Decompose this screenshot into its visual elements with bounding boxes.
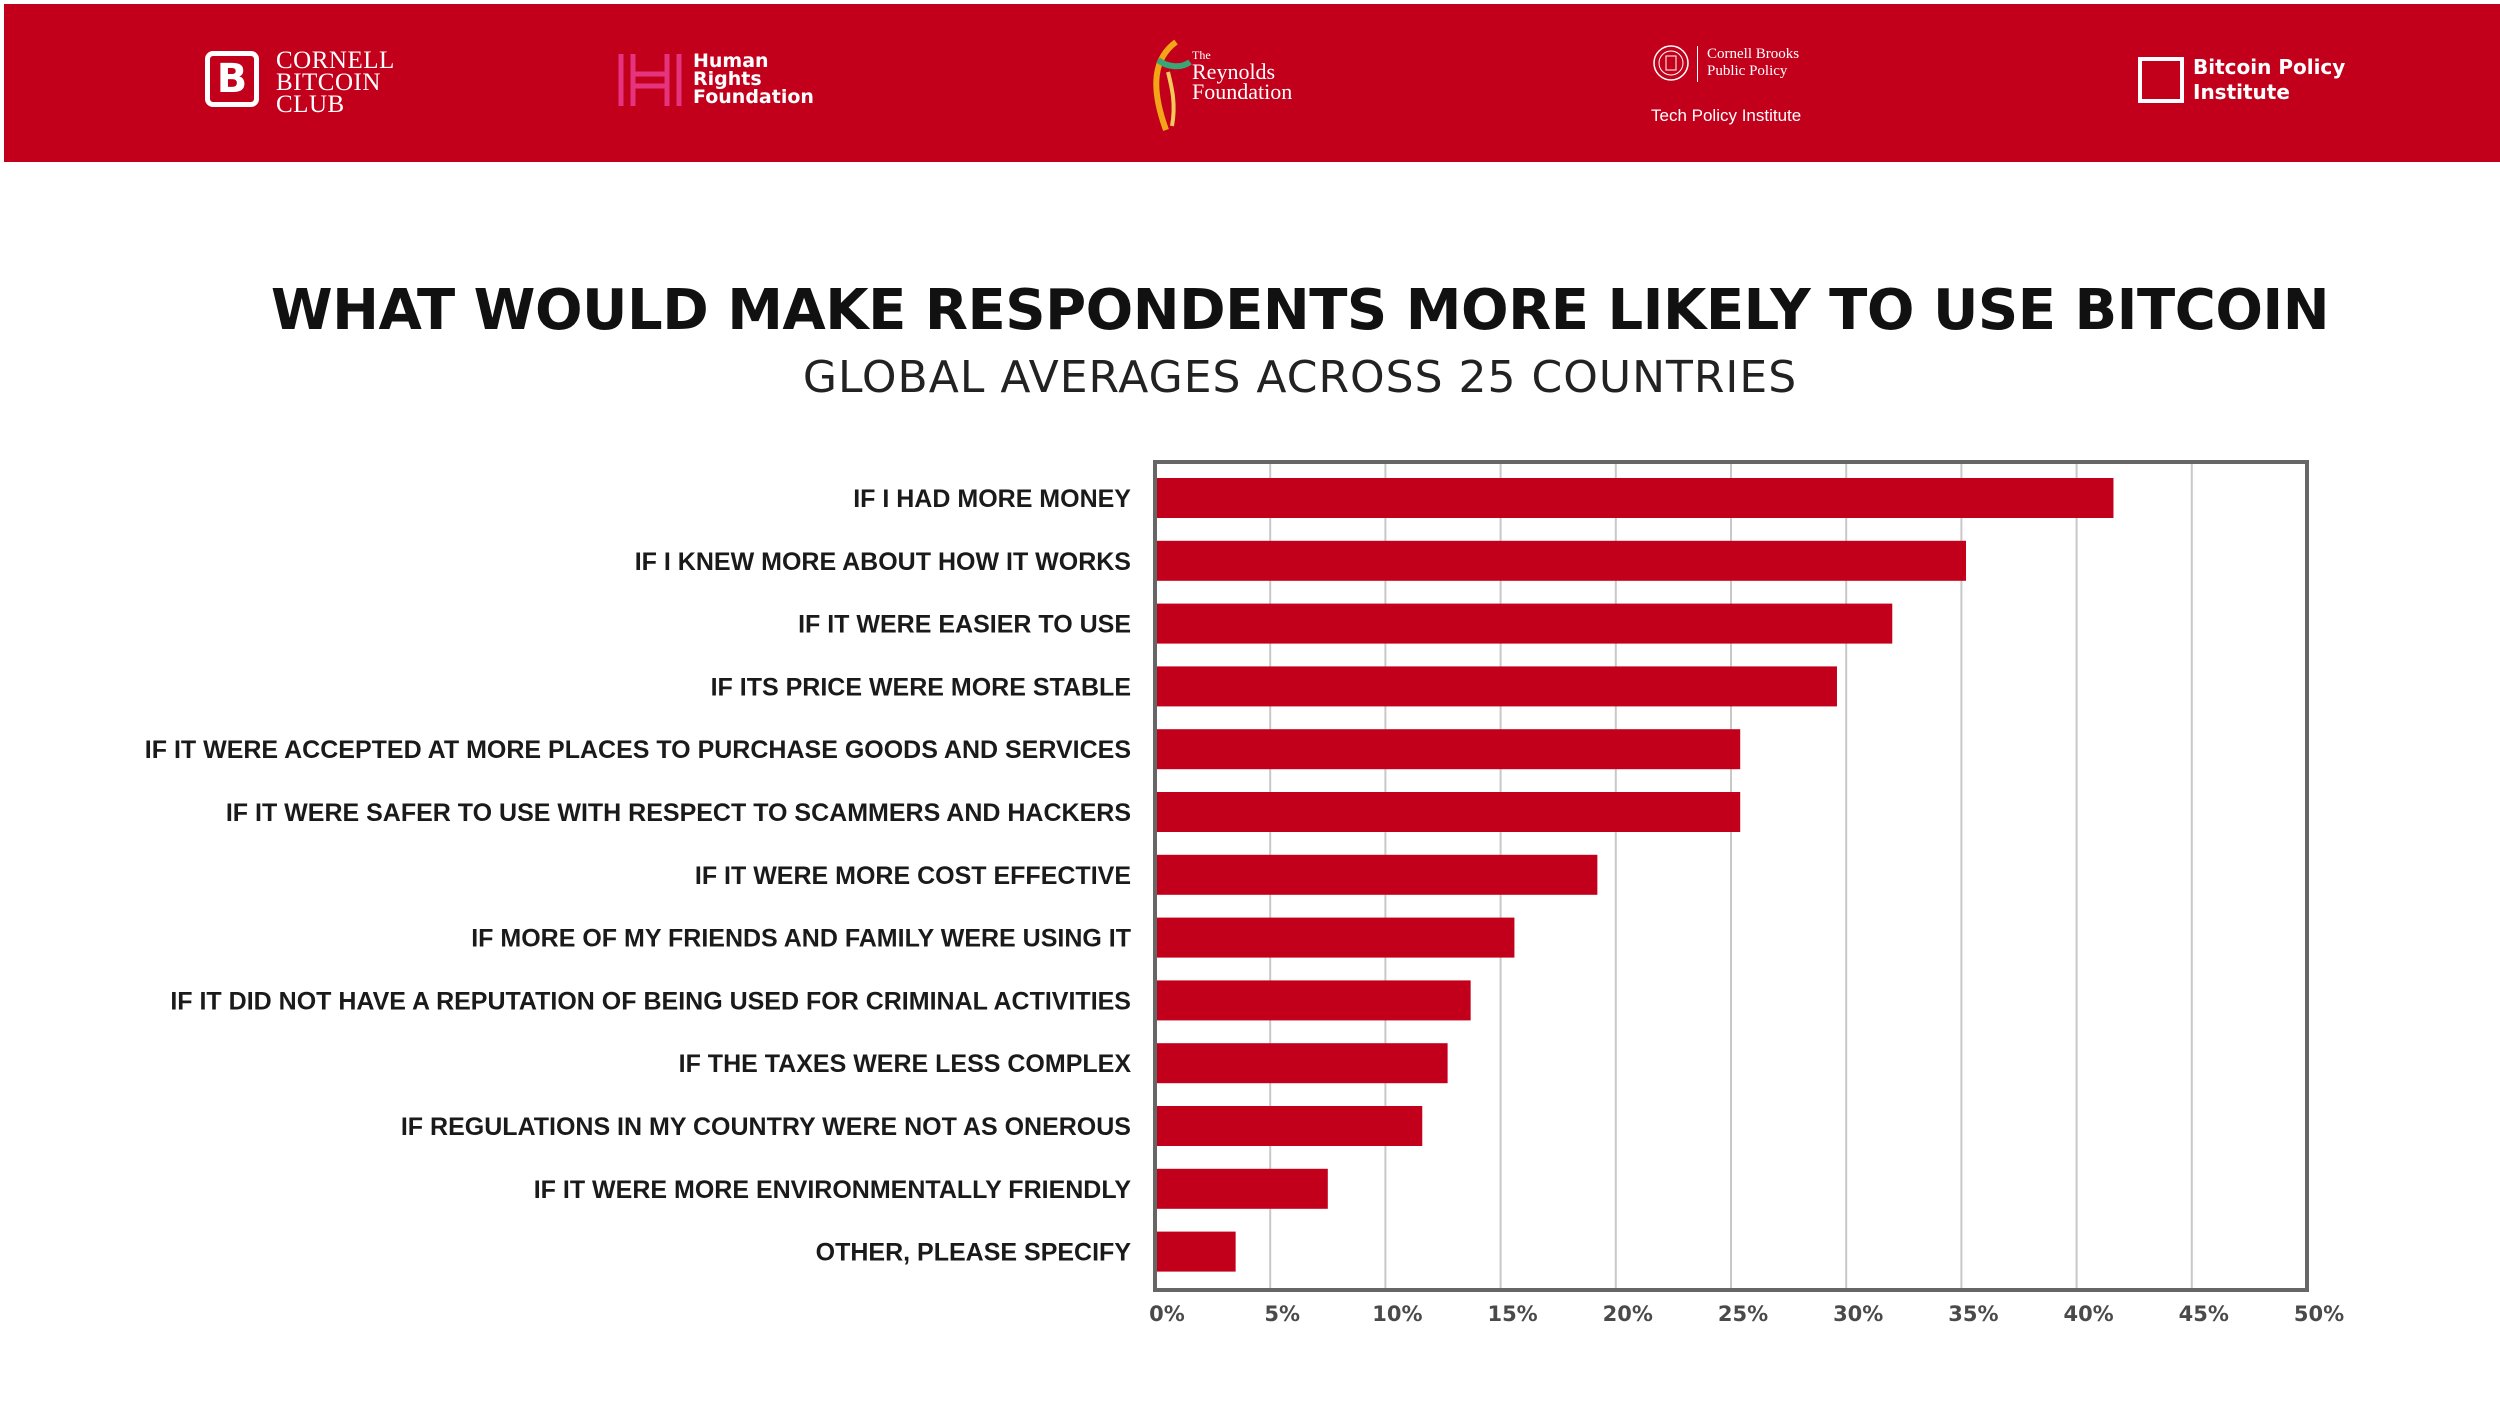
bar [1155, 980, 1471, 1021]
x-tick-label: 10% [1372, 1302, 1422, 1326]
x-tick-label: 5% [1264, 1302, 1300, 1326]
category-label: IF IT DID NOT HAVE A REPUTATION OF BEING… [170, 987, 1131, 1015]
bar [1155, 792, 1741, 832]
bitcoin-policy-institute-logo: Bitcoin Policy Institute [2138, 54, 2348, 108]
chart-title: WHAT WOULD MAKE RESPONDENTS MORE LIKELY … [270, 278, 2330, 343]
cornell-bitcoin-club-logo: B CORNELL BITCOIN CLUB [202, 46, 412, 126]
x-tick-label: 30% [1833, 1302, 1883, 1326]
bar [1155, 729, 1741, 770]
x-tick-label: 20% [1603, 1302, 1653, 1326]
category-label: IF MORE OF MY FRIENDS AND FAMILY WERE US… [471, 925, 1131, 953]
bitcoin-icon: B [205, 51, 259, 107]
bar [1155, 1231, 1236, 1272]
x-tick-label: 0% [1149, 1302, 1185, 1326]
bar [1155, 666, 1837, 707]
category-label: IF I KNEW MORE ABOUT HOW IT WORKS [635, 548, 1131, 576]
reynolds-text: Reynolds Foundation [1192, 59, 1293, 104]
bpi-text: Bitcoin Policy Institute [2193, 55, 2346, 104]
tech-policy-institute-text: Tech Policy Institute [1651, 106, 1802, 125]
bpi-square-icon [2138, 57, 2184, 103]
category-label: IF ITS PRICE WERE MORE STABLE [711, 673, 1131, 701]
x-tick-label: 45% [2179, 1302, 2229, 1326]
category-label: OTHER, PLEASE SPECIFY [816, 1239, 1132, 1267]
cornell-bitcoin-club-text: CORNELL BITCOIN CLUB [276, 47, 395, 118]
x-tick-label: 40% [2063, 1302, 2113, 1326]
human-rights-foundation-logo: Human Rights Foundation [617, 52, 817, 112]
bar [1155, 917, 1515, 958]
bar [1155, 1106, 1423, 1146]
category-label: IF REGULATIONS IN MY COUNTRY WERE NOT AS… [401, 1113, 1131, 1141]
reynolds-prefix: The [1192, 48, 1211, 62]
plot-frame [1153, 460, 2309, 1292]
hrf-icon [618, 54, 682, 106]
category-label: IF IT WERE ACCEPTED AT MORE PLACES TO PU… [145, 736, 1131, 764]
brooks-divider [1697, 46, 1698, 82]
category-label: IF IT WERE SAFER TO USE WITH RESPECT TO … [226, 799, 1131, 827]
bar [1155, 603, 1893, 644]
bar [1155, 1168, 1328, 1209]
cornell-brooks-text: Cornell Brooks Public Policy [1707, 46, 1800, 79]
bar [1155, 1043, 1448, 1084]
chart-subtitle: GLOBAL AVERAGES ACROSS 25 COUNTRIES [802, 352, 1798, 403]
cornell-brooks-logo: Cornell Brooks Public Policy Tech Policy… [1650, 44, 1840, 134]
category-label: IF IT WERE MORE ENVIRONMENTALLY FRIENDLY [534, 1176, 1132, 1204]
reynolds-foundation-logo: The Reynolds Foundation [1146, 38, 1326, 134]
x-tick-label: 35% [1948, 1302, 1998, 1326]
bar [1155, 540, 1967, 581]
bar [1155, 478, 2114, 518]
category-label: IF THE TAXES WERE LESS COMPLEX [679, 1050, 1132, 1078]
x-tick-label: 50% [2294, 1302, 2344, 1326]
category-label: IF IT WERE EASIER TO USE [798, 611, 1131, 639]
category-label: IF IT WERE MORE COST EFFECTIVE [695, 862, 1131, 890]
hrf-text: Human Rights Foundation [693, 50, 814, 108]
cornell-seal-icon [1653, 45, 1689, 81]
bar [1155, 854, 1598, 895]
x-tick-label: 15% [1487, 1302, 1537, 1326]
category-label: IF I HAD MORE MONEY [853, 485, 1131, 513]
header-banner [4, 4, 2500, 162]
x-tick-label: 25% [1718, 1302, 1768, 1326]
reynolds-icon [1153, 39, 1192, 132]
